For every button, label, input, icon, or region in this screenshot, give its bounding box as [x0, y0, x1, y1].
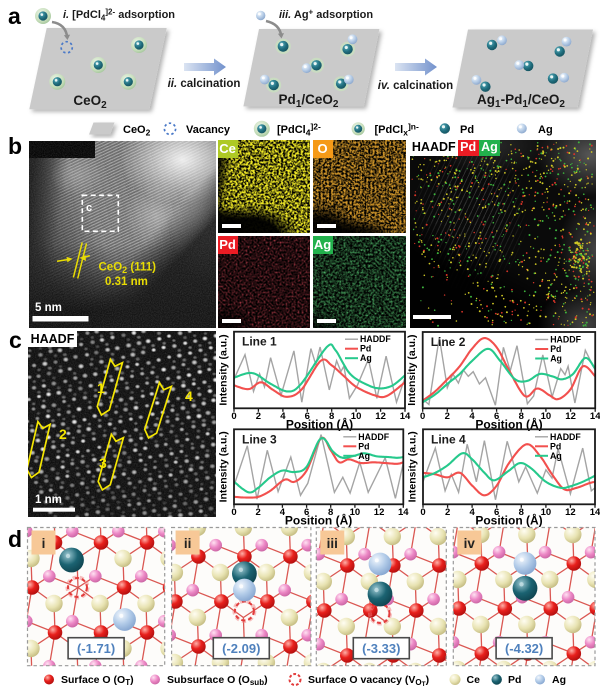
svg-text:Pd1/CeO2: Pd1/CeO2 — [279, 92, 339, 110]
svg-text:Intensity (a.u.): Intensity (a.u.) — [218, 431, 230, 502]
svg-text:CeO2 (111): CeO2 (111) — [98, 261, 156, 275]
svg-text:Surface O (OT): Surface O (OT) — [61, 674, 134, 687]
svg-text:ii: ii — [184, 536, 192, 551]
svg-text:[PdCl4]2-: [PdCl4]2- — [277, 122, 321, 138]
svg-text:4: 4 — [185, 388, 193, 404]
svg-text:10: 10 — [541, 507, 552, 518]
svg-text:Intensity (a.u.): Intensity (a.u.) — [406, 335, 418, 406]
svg-text:10: 10 — [351, 411, 362, 422]
svg-text:Pd: Pd — [508, 674, 521, 686]
svg-text:0: 0 — [420, 411, 425, 422]
svg-text:a: a — [8, 3, 21, 29]
svg-text:Ag: Ag — [550, 451, 562, 461]
svg-text:CeO2: CeO2 — [73, 93, 107, 111]
svg-text:12: 12 — [565, 411, 576, 422]
svg-text:HADDF: HADDF — [550, 335, 581, 345]
svg-text:0: 0 — [231, 507, 236, 518]
svg-text:HADDF: HADDF — [550, 432, 581, 442]
svg-text:0: 0 — [420, 507, 425, 518]
svg-text:4: 4 — [469, 507, 475, 518]
svg-text:CeO2: CeO2 — [123, 124, 151, 138]
svg-text:14: 14 — [400, 411, 411, 422]
svg-text:2: 2 — [256, 507, 261, 518]
svg-text:iii: iii — [327, 536, 338, 551]
svg-text:12: 12 — [374, 507, 385, 518]
svg-text:10: 10 — [350, 507, 361, 518]
svg-text:2: 2 — [59, 426, 67, 442]
svg-text:Ce: Ce — [467, 674, 481, 686]
svg-text:5 nm: 5 nm — [35, 302, 62, 314]
svg-text:3: 3 — [99, 455, 107, 471]
svg-text:iv: iv — [464, 536, 476, 551]
svg-text:6: 6 — [304, 507, 309, 518]
svg-text:Subsurface O (Osub): Subsurface O (Osub) — [167, 674, 268, 687]
svg-text:HADDF: HADDF — [358, 432, 389, 442]
svg-text:14: 14 — [590, 411, 600, 422]
svg-text:6: 6 — [305, 411, 310, 422]
svg-text:HADDF: HADDF — [360, 334, 391, 344]
svg-text:8: 8 — [519, 411, 524, 422]
svg-text:1: 1 — [97, 380, 105, 396]
svg-text:8: 8 — [329, 411, 334, 422]
svg-text:Pd: Pd — [550, 441, 561, 451]
svg-text:Line 4: Line 4 — [431, 432, 466, 446]
svg-text:(-4.32): (-4.32) — [505, 641, 543, 656]
svg-text:Ag: Ag — [550, 354, 562, 364]
svg-text:2: 2 — [445, 411, 450, 422]
svg-text:Intensity (a.u.): Intensity (a.u.) — [218, 334, 230, 405]
svg-text:12: 12 — [565, 507, 576, 518]
svg-text:4: 4 — [280, 411, 286, 422]
svg-text:8: 8 — [519, 507, 524, 518]
svg-text:Pd: Pd — [358, 441, 369, 451]
svg-text:Position (Å): Position (Å) — [475, 416, 542, 431]
svg-text:8: 8 — [328, 507, 333, 518]
svg-text:Pd: Pd — [550, 344, 561, 354]
svg-text:10: 10 — [541, 411, 552, 422]
svg-text:1 nm: 1 nm — [35, 494, 62, 506]
svg-text:(-2.09): (-2.09) — [222, 641, 260, 656]
svg-text:Ag: Ag — [552, 674, 566, 686]
svg-text:Pd: Pd — [360, 344, 371, 354]
svg-text:12: 12 — [375, 411, 386, 422]
svg-text:Position (Å): Position (Å) — [286, 416, 353, 431]
svg-text:2: 2 — [256, 411, 261, 422]
svg-text:4: 4 — [280, 507, 286, 518]
svg-text:2: 2 — [445, 507, 450, 518]
svg-text:6: 6 — [494, 411, 499, 422]
svg-text:4: 4 — [469, 411, 475, 422]
svg-text:Intensity (a.u.): Intensity (a.u.) — [407, 431, 419, 502]
svg-text:d: d — [8, 526, 22, 552]
svg-text:6: 6 — [494, 507, 499, 518]
svg-text:Pd: Pd — [460, 124, 474, 136]
svg-text:iii. Ag+ adsorption: iii. Ag+ adsorption — [279, 8, 373, 22]
svg-text:iv. calcination: iv. calcination — [378, 80, 453, 92]
svg-text:Ag: Ag — [358, 451, 370, 461]
svg-text:[PdClx]n-: [PdClx]n- — [375, 122, 419, 138]
svg-text:Surface O vacancy (VOT): Surface O vacancy (VOT) — [308, 674, 429, 688]
svg-text:ii. calcination: ii. calcination — [168, 78, 241, 90]
svg-text:Ag: Ag — [538, 124, 553, 136]
svg-text:Ag: Ag — [360, 353, 372, 363]
svg-text:Line 2: Line 2 — [431, 335, 466, 349]
svg-text:i. [PdCl4]2- adsorption: i. [PdCl4]2- adsorption — [63, 8, 175, 23]
svg-text:Vacancy: Vacancy — [186, 124, 231, 136]
svg-text:c: c — [86, 202, 92, 214]
svg-text:14: 14 — [398, 507, 409, 518]
svg-text:Line 1: Line 1 — [242, 335, 277, 349]
svg-text:Line 3: Line 3 — [242, 432, 277, 446]
svg-text:14: 14 — [590, 507, 600, 518]
svg-text:(-1.71): (-1.71) — [77, 641, 115, 656]
svg-text:0.31 nm: 0.31 nm — [105, 276, 148, 288]
svg-text:i: i — [42, 536, 46, 551]
svg-text:0: 0 — [231, 411, 236, 422]
svg-text:(-3.33): (-3.33) — [362, 641, 400, 656]
